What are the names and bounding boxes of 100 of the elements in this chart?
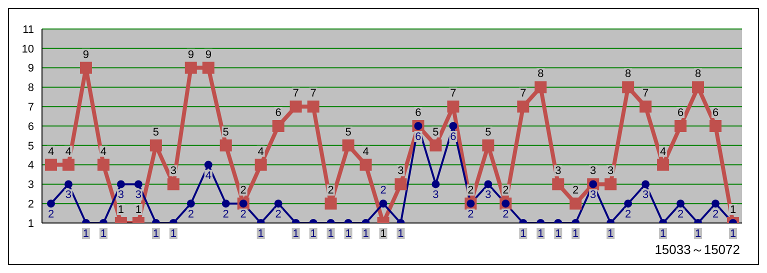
data-label: 3 <box>398 165 404 178</box>
point <box>220 139 232 152</box>
data-label: 1 <box>362 228 369 240</box>
point <box>447 100 460 113</box>
point <box>624 200 632 208</box>
data-label: 4 <box>65 146 72 158</box>
data-label: 3 <box>135 189 142 202</box>
data-label: 1 <box>258 228 264 240</box>
data-label: 4 <box>100 146 107 158</box>
data-label: 1 <box>398 228 404 240</box>
data-label: 5 <box>485 126 492 138</box>
point <box>274 200 282 208</box>
data-label: 3 <box>170 165 176 178</box>
point <box>394 178 407 190</box>
data-label: 1 <box>538 228 544 240</box>
data-label: 4 <box>660 146 666 158</box>
data-label: 4 <box>362 146 369 158</box>
data-label: 4 <box>205 170 212 182</box>
data-label: 1 <box>520 228 526 240</box>
point <box>222 200 230 208</box>
data-label: 7 <box>310 88 316 100</box>
point <box>642 180 650 188</box>
data-label: 6 <box>415 107 422 119</box>
data-label: 2 <box>188 208 194 221</box>
point <box>204 160 212 169</box>
data-label: 2 <box>240 208 246 221</box>
data-label: 1 <box>100 228 107 240</box>
data-label: 6 <box>450 131 456 143</box>
data-label: 1 <box>118 204 124 216</box>
data-label: 1 <box>292 228 299 240</box>
point <box>710 120 722 132</box>
point <box>712 200 720 208</box>
point <box>484 180 492 188</box>
data-label: 2 <box>468 184 474 197</box>
data-label: 2 <box>677 208 684 221</box>
data-label: 1 <box>730 204 736 216</box>
point <box>150 139 162 152</box>
y-tick-label: 6 <box>28 120 34 133</box>
point <box>482 139 494 152</box>
y-tick-label: 1 <box>28 218 34 230</box>
data-label: 2 <box>240 184 246 197</box>
point <box>290 100 302 113</box>
data-label: 5 <box>432 126 439 138</box>
data-label: 2 <box>48 208 54 221</box>
data-label: 3 <box>432 189 439 202</box>
data-label: 1 <box>152 228 159 240</box>
data-label: 1 <box>82 228 90 240</box>
data-label: 7 <box>292 88 299 100</box>
point <box>622 81 634 94</box>
data-label: 4 <box>258 146 264 158</box>
point <box>692 81 704 94</box>
point <box>570 198 582 210</box>
data-label: 2 <box>572 184 579 197</box>
text: 15033～15072 <box>654 241 740 259</box>
data-label: 4 <box>48 146 54 158</box>
data-label: 1 <box>328 228 334 240</box>
data-label: 8 <box>538 68 544 80</box>
point <box>97 158 110 171</box>
y-tick-label: 4 <box>28 160 34 172</box>
data-label: 3 <box>608 165 614 178</box>
point <box>360 158 372 171</box>
data-label: 3 <box>590 189 596 202</box>
data-label: 2 <box>275 208 282 221</box>
data-label: 3 <box>642 189 649 202</box>
data-label: 2 <box>502 184 509 197</box>
y-tick-label: 7 <box>28 102 34 114</box>
data-label: 3 <box>65 189 72 202</box>
data-label: 6 <box>275 107 282 119</box>
data-label: 1 <box>380 228 386 240</box>
data-label: 6 <box>677 107 684 119</box>
y-tick-label: 5 <box>28 140 34 152</box>
data-label: 3 <box>485 189 492 202</box>
data-label: 6 <box>712 107 719 119</box>
data-label: 8 <box>625 68 632 80</box>
data-label: 1 <box>345 228 352 240</box>
data-label: 5 <box>152 126 159 138</box>
data-label: 6 <box>415 131 422 143</box>
y-tick-label: 2 <box>28 198 34 211</box>
point <box>674 120 687 132</box>
point <box>45 158 57 171</box>
data-label: 2 <box>502 208 509 221</box>
point <box>342 139 354 152</box>
point <box>379 200 388 208</box>
data-label: 1 <box>135 204 142 216</box>
point <box>657 158 670 171</box>
data-label: 9 <box>82 48 90 61</box>
data-label: 2 <box>712 208 719 221</box>
point <box>47 200 55 208</box>
data-label: 2 <box>468 208 474 221</box>
point <box>604 178 617 190</box>
data-label: 1 <box>572 228 579 240</box>
data-label: 3 <box>118 189 124 202</box>
data-label: 2 <box>625 208 632 221</box>
y-tick-label: 11 <box>22 24 34 36</box>
y-tick-label: 8 <box>28 82 34 94</box>
point <box>62 158 74 171</box>
point <box>184 62 197 74</box>
point <box>324 198 337 210</box>
data-label: 1 <box>694 228 702 240</box>
point <box>676 200 685 208</box>
